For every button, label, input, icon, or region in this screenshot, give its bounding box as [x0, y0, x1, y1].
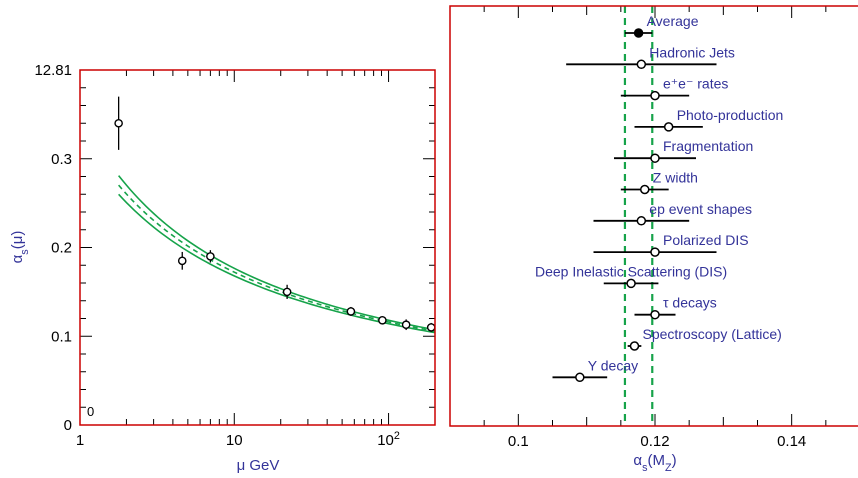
measurement-label: Z width: [653, 170, 698, 186]
measurement-point: [575, 372, 585, 383]
left-x-tick-label: 10: [226, 432, 243, 449]
left-y-tick-label: 0.1: [51, 328, 72, 345]
left-band: [118, 175, 436, 334]
right-panel: Average Hadronic Jets e⁺e⁻ rates Photo-prod…: [449, 5, 858, 474]
left-points: [114, 96, 436, 332]
measurement-label: Fragmentation: [663, 138, 753, 154]
left-data-point: [378, 315, 387, 325]
measurement-point: [650, 247, 660, 257]
measurement-point: [650, 309, 660, 320]
measurement-label: e⁺e⁻ rates: [663, 76, 728, 92]
left-y-tick-label: 0: [64, 417, 72, 434]
measurement-label: ep event shapes: [649, 201, 752, 217]
right-measurements: Average Hadronic Jets e⁺e⁻ rates Photo-prod…: [535, 13, 784, 383]
left-x-tick-label: 1: [76, 432, 84, 449]
left-data-point: [426, 323, 436, 332]
measurement-label: Deep Inelastic Scattering (DIS): [535, 263, 727, 279]
measurement-label: Hadronic Jets: [649, 44, 735, 60]
right-plot-frame: [449, 5, 858, 427]
right-x-axis-title: αs(MZ): [633, 452, 676, 473]
left-data-point: [401, 320, 411, 330]
left-x-axis-title: μ GeV: [237, 457, 280, 473]
left-y-tick-label: 0.2: [51, 240, 72, 257]
left-data-point: [206, 252, 215, 261]
measurement-label: Polarized DIS: [663, 232, 749, 248]
left-x-tick-label: 102: [377, 430, 400, 449]
measurement-label: Photo-production: [677, 107, 784, 123]
left-band-upper: [118, 175, 436, 331]
measurement-point: [663, 122, 674, 132]
measurement-label: Spectroscopy (Lattice): [643, 326, 782, 342]
left-plot-frame: [79, 69, 436, 426]
measurement-label: Average: [647, 13, 699, 29]
measurement-point: [626, 278, 636, 289]
right-band: [623, 6, 654, 426]
measurement-point: [650, 90, 660, 101]
measurement-point: [629, 341, 640, 351]
measurement-label: τ decays: [663, 295, 717, 311]
left-band-central: [118, 184, 436, 332]
left-data-point: [282, 287, 292, 297]
left-data-point: [346, 307, 356, 316]
left-band-lower: [118, 193, 436, 334]
measurement-point: [636, 216, 647, 226]
measurement-point: [650, 153, 660, 163]
left-panel: 1 10 102 0 0.1 0.2 0.3 12.81 0 μ GeV αs(μ): [9, 62, 436, 474]
left-corner-label: 0: [87, 404, 94, 419]
measurement-point: [640, 184, 650, 195]
left-y-tick-label: 12.81: [34, 62, 72, 79]
right-x-tick-label: 0.1: [508, 433, 529, 450]
measurement-average-point: [633, 28, 644, 38]
measurement-label: Υ decay: [588, 357, 638, 373]
right-tick-labels: 0.1 0.12 0.14: [508, 433, 806, 450]
measurement-point: [636, 59, 647, 70]
left-ticks: [79, 69, 436, 426]
left-data-point: [114, 118, 123, 128]
left-y-axis-title: αs(μ): [9, 231, 31, 264]
right-x-tick-label: 0.14: [777, 433, 806, 450]
right-x-tick-label: 0.12: [640, 433, 669, 450]
left-tick-labels: 1 10 102 0 0.1 0.2 0.3 12.81: [34, 62, 399, 449]
left-y-tick-label: 0.3: [51, 151, 72, 168]
left-data-point: [177, 256, 187, 266]
